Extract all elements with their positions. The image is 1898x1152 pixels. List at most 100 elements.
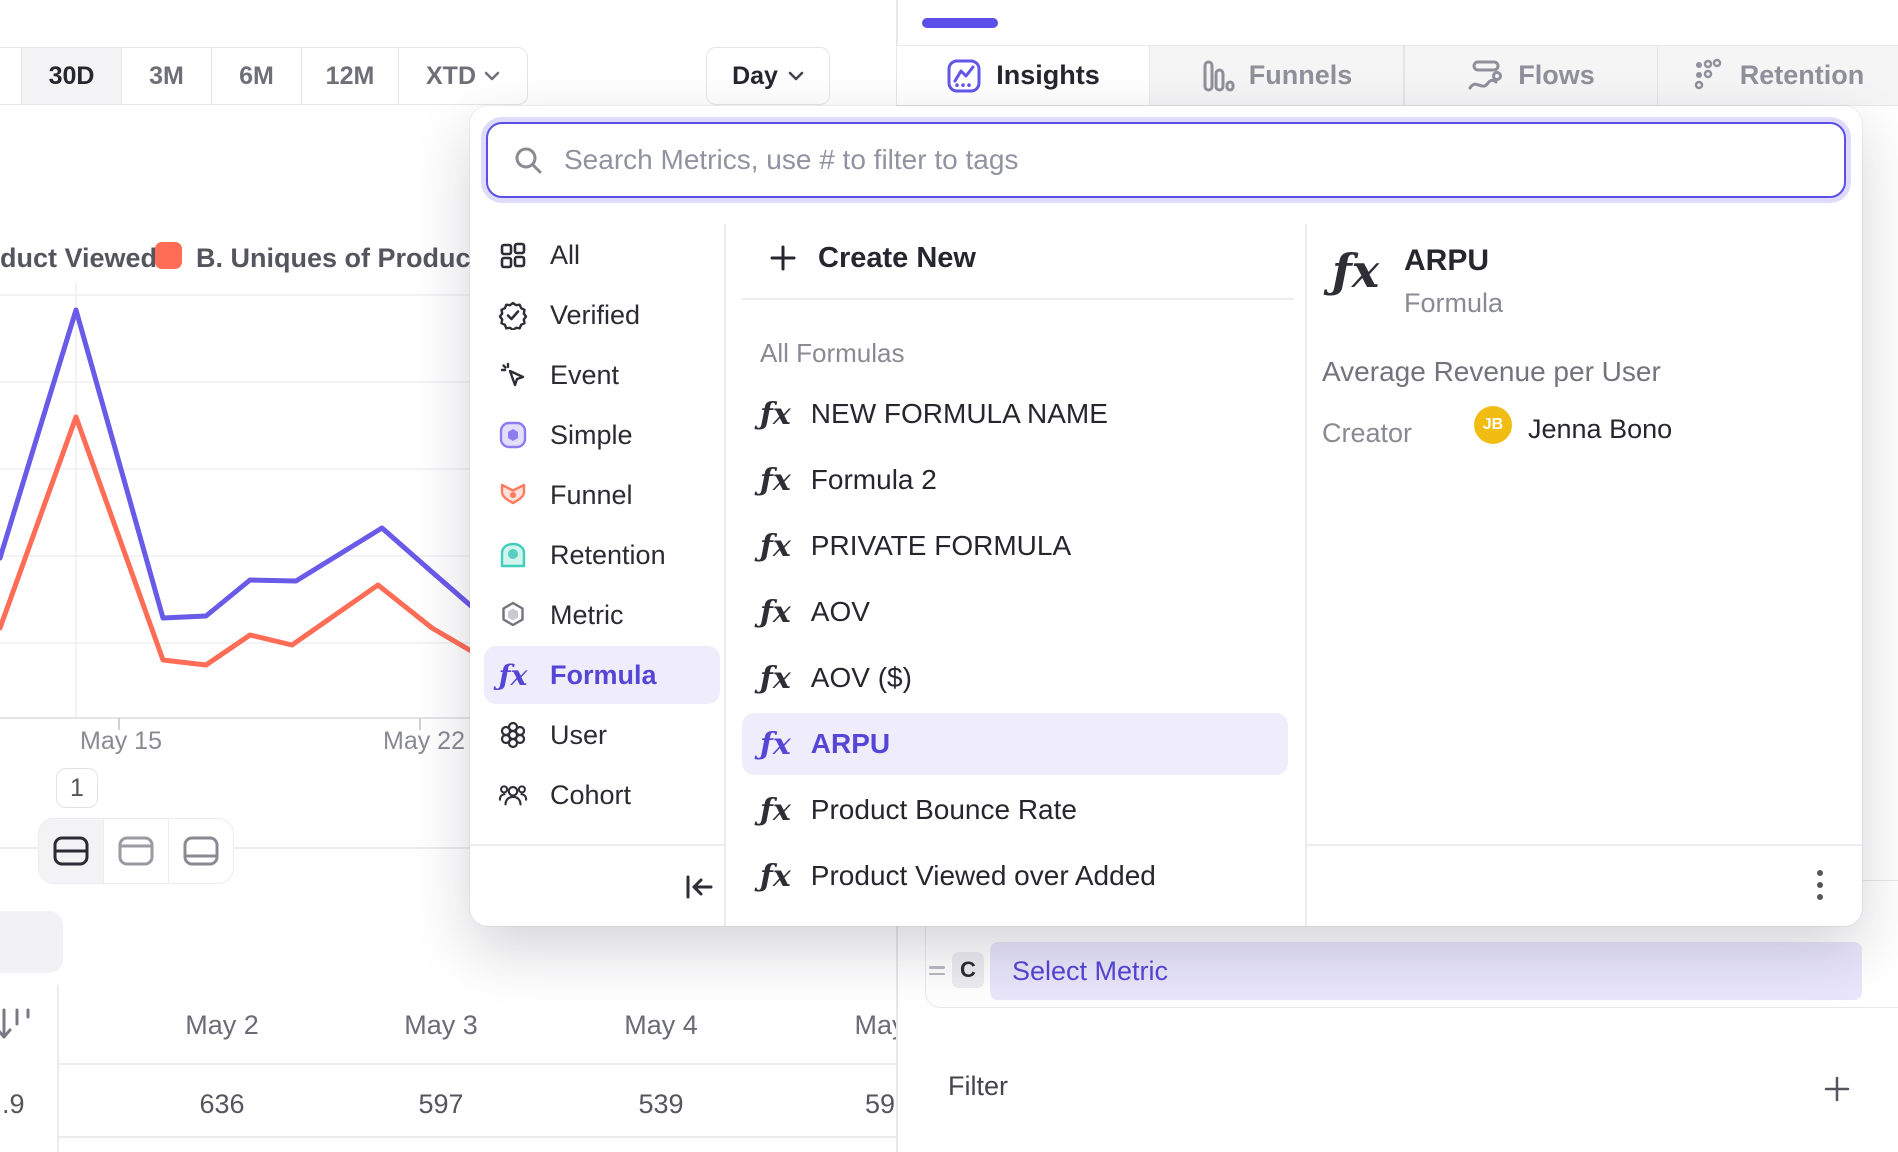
retention-dots-icon [1694,58,1721,89]
layout-split-horizontal-button[interactable] [39,819,103,883]
add-filter-button[interactable] [1822,1074,1852,1104]
table-header-divider [57,1063,897,1065]
layout-toggle-group [38,818,234,884]
select-metric-button[interactable]: Select Metric [990,942,1862,1000]
category-label: User [550,719,608,750]
flows-icon [1468,60,1503,89]
select-metric-label: Select Metric [1012,955,1169,986]
category-event[interactable]: Event [484,346,720,404]
formula-item[interactable]: ƒx AOV ($) [742,647,1288,709]
category-funnel[interactable]: Funnel [484,466,720,524]
metric-hexagon-icon [498,600,528,630]
tab-label: Flows [1518,60,1595,90]
formula-fx-icon: ƒx [760,660,791,696]
tab-funnels[interactable]: Funnels [1150,46,1403,105]
formula-item[interactable]: ƒx Product Viewed over Added [742,845,1288,907]
category-simple[interactable]: Simple [484,406,720,464]
table-cell: 636 [199,1089,245,1119]
funnels-bars-icon [1203,60,1235,91]
time-range-6m[interactable]: 6M [211,48,301,104]
collapsed-panel-tab[interactable] [0,911,63,973]
x-axis-label: May 22 [383,727,465,755]
formula-name: AOV [810,596,870,627]
query-tabbar: Insights Funnels Flows [897,45,1898,106]
create-new-divider [742,298,1294,300]
formula-name: ARPU [810,728,891,759]
table-row-divider [57,1136,897,1138]
sort-descending-icon[interactable] [0,1004,34,1044]
formula-fx-icon: ƒx [760,858,791,894]
series-line-purple[interactable] [0,307,478,621]
category-label: Cohort [550,779,632,810]
formulas-section-title: All Formulas [760,338,905,368]
category-label: Event [550,359,620,390]
filter-section-label: Filter [948,1071,1008,1101]
formula-fx-icon: ƒx [760,792,791,828]
time-range-xtd[interactable]: XTD [398,48,527,104]
detail-description: Average Revenue per User [1322,356,1661,387]
formula-fx-icon: ƒx [760,396,791,432]
category-cohort[interactable]: Cohort [484,766,720,824]
formula-item[interactable]: ƒx PRIVATE FORMULA [742,515,1288,577]
formula-item-selected[interactable]: ƒx ARPU [742,713,1288,775]
category-label: Retention [550,539,666,570]
table-header[interactable]: May 2 [185,1010,259,1040]
formula-item[interactable]: ƒx Formula 2 [742,449,1288,511]
series-line-orange[interactable] [0,414,478,668]
formula-item[interactable]: ƒx NEW FORMULA NAME [742,383,1288,445]
create-new-label: Create New [818,241,976,274]
tab-separator [1656,46,1658,105]
table-cell: 539 [638,1089,684,1119]
drag-handle-icon[interactable] [929,962,945,982]
table-header[interactable]: May 3 [404,1010,478,1040]
category-verified[interactable]: Verified [484,286,720,344]
layout-top-button[interactable] [103,819,168,883]
table-cell-partial: .9 [2,1089,25,1119]
formula-fx-icon: ƒx [498,658,528,692]
column-divider [724,224,726,926]
formula-fx-icon: ƒx [760,594,791,630]
table-cell: 59 [864,1089,896,1119]
line-chart [0,282,478,730]
tab-retention[interactable]: Retention [1658,46,1898,105]
time-range-30d[interactable]: 30D [21,48,121,104]
granularity-value: Day [732,61,778,90]
create-new-button[interactable]: Create New [768,234,976,282]
grid-icon [498,240,528,270]
formula-name: Product Viewed over Added [810,860,1156,891]
category-user[interactable]: User [484,706,720,764]
page-number-button[interactable]: 1 [56,768,98,808]
category-label: Simple [550,419,633,450]
user-icon [498,720,528,750]
category-all[interactable]: All [484,226,720,284]
category-label: Funnel [550,479,633,510]
chevron-down-icon [484,71,500,81]
formula-name: Formula 2 [810,464,937,495]
category-formula[interactable]: ƒx Formula [484,646,720,704]
legend-item-a-label[interactable]: duct Viewed [0,243,158,273]
collapse-sidebar-button[interactable] [676,864,722,910]
table-header[interactable]: May 4 [624,1010,698,1040]
tab-flows[interactable]: Flows [1405,46,1657,105]
category-label: All [550,239,581,270]
legend-swatch-b[interactable] [155,242,182,269]
more-options-button[interactable] [1800,862,1840,910]
category-retention[interactable]: Retention [484,526,720,584]
search-input[interactable] [562,143,1820,177]
time-range-3m[interactable]: 3M [121,48,211,104]
category-label: Metric [550,599,624,630]
category-metric[interactable]: Metric [484,586,720,644]
formula-item[interactable]: ƒx Product Bounce Rate [742,779,1288,841]
layout-bottom-button[interactable] [168,819,233,883]
tab-insights[interactable]: Insights [897,46,1150,105]
verified-badge-icon [498,300,528,330]
tab-label: Insights [996,60,1100,90]
time-range-12m[interactable]: 12M [301,48,398,104]
metric-search-box [486,122,1846,198]
granularity-dropdown[interactable]: Day [706,47,830,105]
avatar: JB [1474,406,1512,444]
table-header[interactable]: May [854,1010,897,1040]
tab-separator [1403,46,1405,105]
report-left-region: 30D 3M 6M 12M XTD Day duct Viewed B. Uni… [0,0,897,1152]
formula-item[interactable]: ƒx AOV [742,581,1288,643]
